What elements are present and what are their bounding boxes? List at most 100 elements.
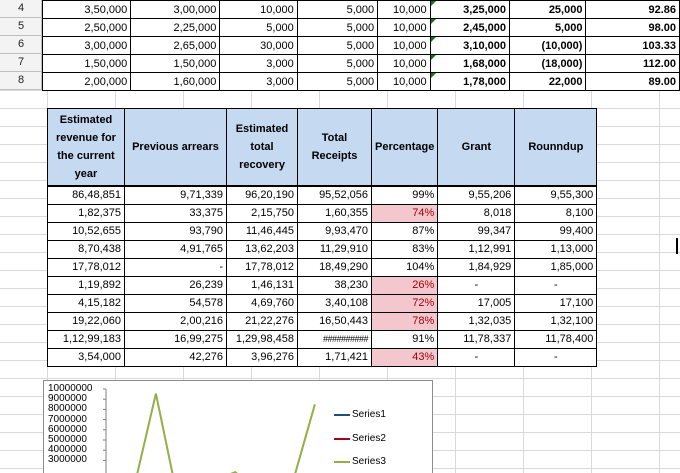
row-header[interactable]: 7 [0, 54, 42, 72]
cell[interactable]: 10,000 [377, 72, 431, 91]
cell[interactable]: - [437, 347, 516, 367]
cell[interactable]: 11,46,445 [226, 221, 298, 241]
column-header-estimated-total-recovery[interactable]: Estimated total recovery [226, 108, 298, 187]
cell[interactable]: 9,55,206 [437, 185, 516, 205]
cell[interactable]: 11,29,910 [297, 239, 372, 259]
cell[interactable]: 1,60,000 [130, 72, 221, 91]
cell[interactable]: 93,790 [124, 221, 227, 241]
cell[interactable]: 72% [370, 293, 439, 313]
cell[interactable]: 13,62,203 [226, 239, 298, 259]
cell[interactable]: 91% [370, 329, 439, 349]
cell[interactable]: 4,69,760 [226, 293, 298, 313]
cell[interactable]: 1,46,131 [226, 275, 298, 295]
cell[interactable]: 42,276 [124, 347, 227, 367]
cell[interactable]: 8,70,438 [47, 239, 125, 259]
cell[interactable]: 95,52,056 [297, 185, 372, 205]
cell[interactable]: ########## [297, 329, 372, 349]
cell[interactable]: 3,00,000 [130, 0, 221, 19]
cell[interactable]: 17,78,012 [226, 257, 298, 277]
cell[interactable]: 5,000 [508, 18, 587, 37]
column-header-previous-arrears[interactable]: Previous arrears [124, 108, 227, 187]
cell[interactable]: 4,91,765 [124, 239, 227, 259]
cell[interactable]: 99,347 [437, 221, 516, 241]
cell[interactable]: 83% [370, 239, 439, 259]
cell[interactable]: 5,000 [296, 0, 379, 19]
cell[interactable]: 2,50,000 [41, 18, 132, 37]
cell[interactable]: 2,25,000 [130, 18, 221, 37]
cell[interactable]: 3,25,000 [429, 0, 511, 19]
row-header[interactable]: 6 [0, 36, 42, 54]
cell[interactable]: (10,000) [508, 36, 587, 55]
line-chart[interactable]: 10000000 9000000 8000000 7000000 6000000 5000… [43, 380, 433, 473]
cell[interactable]: 18,49,290 [297, 257, 372, 277]
column-header-roundup[interactable]: Rounndup [514, 108, 598, 187]
cell[interactable]: 3,54,000 [47, 347, 125, 367]
cell[interactable]: 2,15,750 [226, 203, 298, 223]
cell[interactable]: 10,52,655 [47, 221, 125, 241]
cell[interactable]: 3,40,108 [297, 293, 372, 313]
cell[interactable]: 99,400 [514, 221, 598, 241]
cell[interactable]: 99% [370, 185, 439, 205]
cell[interactable]: 5,000 [296, 18, 379, 37]
cell[interactable]: 4,15,182 [47, 293, 125, 313]
cell[interactable]: 1,85,000 [514, 257, 598, 277]
cell[interactable]: 8,100 [514, 203, 598, 223]
cell[interactable]: 9,55,300 [514, 185, 598, 205]
cell[interactable]: 1,50,000 [130, 54, 221, 73]
cell[interactable]: 8,018 [437, 203, 516, 223]
cell[interactable]: 22,000 [508, 72, 587, 91]
cell[interactable]: 17,100 [514, 293, 598, 313]
cell[interactable]: 10,000 [377, 0, 431, 19]
cell[interactable]: - [124, 257, 227, 277]
cell[interactable]: 26,239 [124, 275, 227, 295]
legend-series2[interactable]: Series2 [352, 433, 386, 444]
cell[interactable]: 5,000 [296, 54, 379, 73]
cell[interactable]: 11,78,400 [514, 329, 598, 349]
cell[interactable]: 96,20,190 [226, 185, 298, 205]
cell[interactable]: 3,000 [219, 72, 298, 91]
cell[interactable]: 3,000 [219, 54, 298, 73]
cell[interactable]: 5,000 [219, 18, 298, 37]
cell[interactable]: 38,230 [297, 275, 372, 295]
cell[interactable]: 10,000 [377, 18, 431, 37]
cell[interactable]: 1,32,100 [514, 311, 598, 331]
cell[interactable]: 9,93,470 [297, 221, 372, 241]
row-header[interactable]: 8 [0, 72, 42, 90]
cell[interactable]: 10,000 [219, 0, 298, 19]
cell[interactable]: 33,375 [124, 203, 227, 223]
cell[interactable]: 1,71,421 [297, 347, 372, 367]
cell[interactable]: 1,50,000 [41, 54, 132, 73]
cell[interactable]: - [437, 275, 516, 295]
cell[interactable]: 3,10,000 [429, 36, 511, 55]
cell[interactable]: 92.86 [585, 0, 680, 19]
legend-series3[interactable]: Series3 [352, 456, 386, 467]
column-header-grant[interactable]: Grant [437, 108, 516, 187]
cell[interactable]: 1,19,892 [47, 275, 125, 295]
cell[interactable]: 9,71,339 [124, 185, 227, 205]
legend-series1[interactable]: Series1 [352, 409, 386, 420]
cell[interactable]: 1,12,99,183 [47, 329, 125, 349]
cell[interactable]: 1,13,000 [514, 239, 598, 259]
cell[interactable]: 3,50,000 [41, 0, 132, 19]
cell[interactable]: 3,96,276 [226, 347, 298, 367]
cell[interactable]: 78% [370, 311, 439, 331]
cell[interactable]: 54,578 [124, 293, 227, 313]
cell[interactable]: 10,000 [377, 54, 431, 73]
column-header-total-receipts[interactable]: Total Receipts [297, 108, 372, 187]
cell[interactable]: 26% [370, 275, 439, 295]
cell[interactable]: 3,00,000 [41, 36, 132, 55]
cell[interactable]: 1,84,929 [437, 257, 516, 277]
cell[interactable]: 5,000 [296, 36, 379, 55]
cell[interactable]: 1,29,98,458 [226, 329, 298, 349]
cell[interactable]: 2,45,000 [429, 18, 511, 37]
cell[interactable]: 19,22,060 [47, 311, 125, 331]
cell[interactable]: 87% [370, 221, 439, 241]
cell[interactable]: 16,99,275 [124, 329, 227, 349]
cell[interactable]: 43% [370, 347, 439, 367]
cell[interactable]: 11,78,337 [437, 329, 516, 349]
column-header-percentage[interactable]: Percentage [370, 108, 439, 187]
cell[interactable]: 1,78,000 [429, 72, 511, 91]
cell[interactable]: 10,000 [377, 36, 431, 55]
cell[interactable]: 89.00 [585, 72, 680, 91]
cell[interactable]: 17,005 [437, 293, 516, 313]
